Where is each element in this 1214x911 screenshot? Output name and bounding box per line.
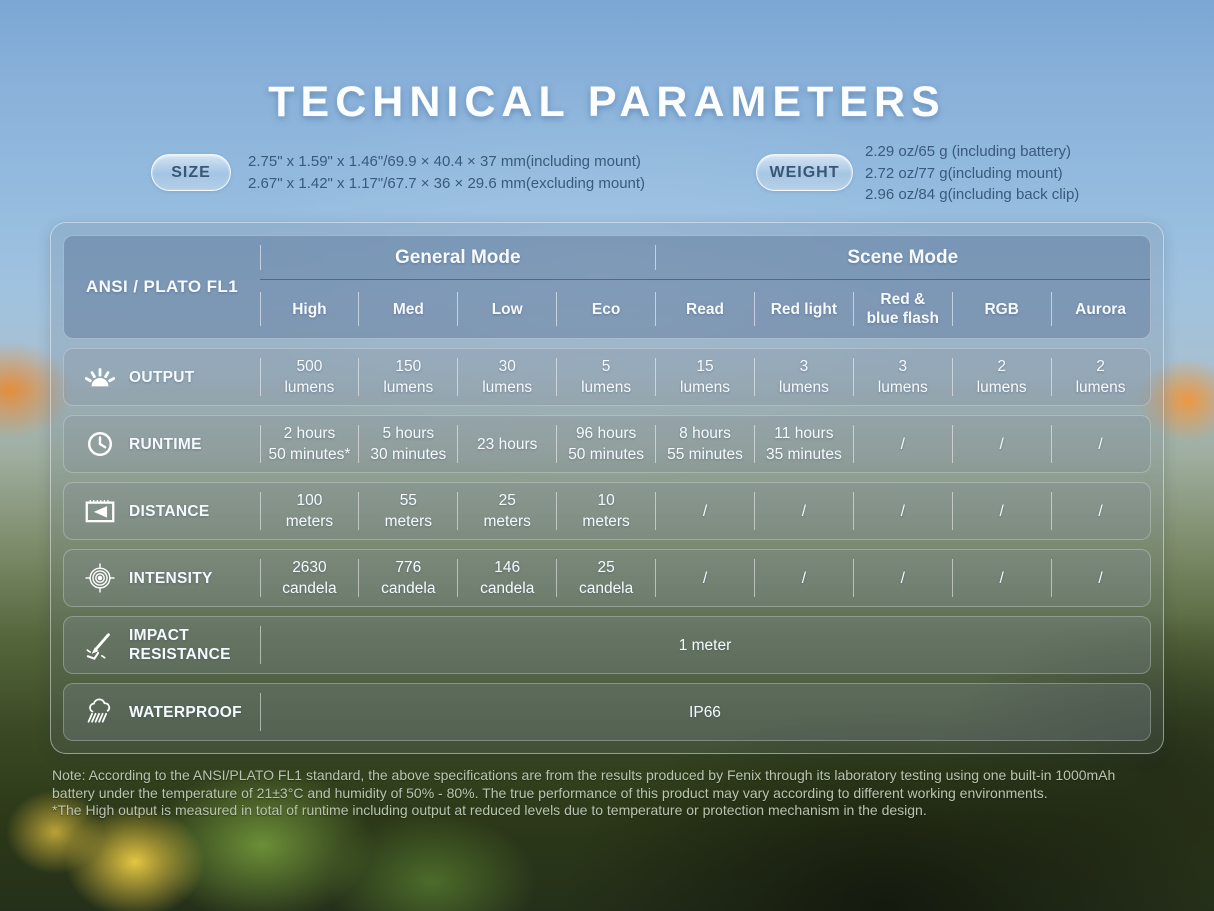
- cell-distance-eco: 10 meters: [556, 483, 656, 539]
- row-label-intensity-text: INTENSITY: [129, 569, 213, 587]
- column-header-high: High: [259, 280, 359, 338]
- cell-intensity-low: 146 candela: [457, 550, 557, 606]
- spec-table-header: ANSI / PLATO FL1 General Mode Scene Mode…: [63, 235, 1151, 339]
- rain-icon: [84, 696, 116, 728]
- row-label-impact-resistance-text: IMPACT RESISTANCE: [129, 627, 231, 663]
- cell-intensity-high: 2630 candela: [259, 550, 359, 606]
- weight-pill: WEIGHT: [756, 154, 853, 191]
- weight-line-1: 2.29 oz/65 g (including battery): [865, 143, 1071, 160]
- cell-output-red-light: 3 lumens: [753, 349, 853, 405]
- target-icon: [84, 562, 116, 594]
- row-label-impact-resistance: IMPACT RESISTANCE: [64, 617, 260, 673]
- cell-intensity-aurora: /: [1050, 550, 1150, 606]
- footnote-line-3: *The High output is measured in total of…: [52, 802, 927, 818]
- table-row-waterproof: WATERPROOF IP66: [63, 683, 1151, 741]
- cell-runtime-rgb: /: [951, 416, 1051, 472]
- column-header-read: Read: [655, 280, 755, 338]
- table-row-distance: DISTANCE 100 meters 55 meters 25 meters …: [63, 482, 1151, 540]
- scene-mode-header: Scene Mode: [655, 236, 1150, 280]
- cell-distance-low: 25 meters: [457, 483, 557, 539]
- cell-intensity-eco: 25 candela: [556, 550, 656, 606]
- cell-output-high: 500 lumens: [259, 349, 359, 405]
- cell-intensity-rgb: /: [951, 550, 1051, 606]
- cell-output-eco: 5 lumens: [556, 349, 656, 405]
- cell-runtime-low: 23 hours: [457, 416, 557, 472]
- cell-runtime-read: 8 hours 55 minutes: [655, 416, 755, 472]
- row-label-distance-text: DISTANCE: [129, 502, 210, 520]
- cell-output-read: 15 lumens: [655, 349, 755, 405]
- cell-distance-red-blue-flash: /: [852, 483, 952, 539]
- size-specs: 2.75" x 1.59" x 1.46"/69.9 × 40.4 × 37 m…: [248, 151, 645, 194]
- weight-line-3: 2.96 oz/84 g(including back clip): [865, 186, 1080, 203]
- footnote-line-1: Note: According to the ANSI/PLATO FL1 st…: [52, 767, 1116, 783]
- cell-waterproof-value: IP66: [259, 684, 1150, 740]
- cell-intensity-read: /: [655, 550, 755, 606]
- cell-distance-rgb: /: [951, 483, 1051, 539]
- sun-icon: [84, 361, 116, 393]
- impact-icon: [84, 629, 116, 661]
- row-label-runtime: RUNTIME: [64, 416, 260, 472]
- row-label-distance: DISTANCE: [64, 483, 260, 539]
- cell-intensity-red-blue-flash: /: [852, 550, 952, 606]
- general-mode-header: General Mode: [259, 236, 656, 280]
- cell-runtime-med: 5 hours 30 minutes: [358, 416, 458, 472]
- row-label-output-text: OUTPUT: [129, 368, 195, 386]
- spec-table: ANSI / PLATO FL1 General Mode Scene Mode…: [50, 222, 1164, 754]
- cell-distance-med: 55 meters: [358, 483, 458, 539]
- column-header-red-blue-flash: Red & blue flash: [852, 280, 952, 338]
- weight-pill-label: WEIGHT: [769, 163, 840, 181]
- size-pill-label: SIZE: [171, 163, 211, 181]
- cell-impact-resistance-value: 1 meter: [259, 617, 1150, 673]
- size-pill: SIZE: [151, 154, 231, 191]
- row-label-runtime-text: RUNTIME: [129, 435, 202, 453]
- page-title: TECHNICAL PARAMETERS: [268, 78, 946, 126]
- cell-runtime-high: 2 hours 50 minutes*: [259, 416, 359, 472]
- weight-specs: 2.29 oz/65 g (including battery) 2.72 oz…: [865, 141, 1079, 206]
- cell-intensity-med: 776 candela: [358, 550, 458, 606]
- cell-distance-red-light: /: [753, 483, 853, 539]
- column-header-aurora: Aurora: [1050, 280, 1150, 338]
- cell-runtime-aurora: /: [1050, 416, 1150, 472]
- cell-intensity-red-light: /: [753, 550, 853, 606]
- column-header-eco: Eco: [556, 280, 656, 338]
- column-header-rgb: RGB: [951, 280, 1051, 338]
- cell-runtime-red-light: 11 hours 35 minutes: [753, 416, 853, 472]
- cell-output-red-blue-flash: 3 lumens: [852, 349, 952, 405]
- row-label-waterproof: WATERPROOF: [64, 684, 260, 740]
- row-label-output: OUTPUT: [64, 349, 260, 405]
- row-label-waterproof-text: WATERPROOF: [129, 703, 242, 721]
- cell-distance-read: /: [655, 483, 755, 539]
- table-row-impact-resistance: IMPACT RESISTANCE 1 meter: [63, 616, 1151, 674]
- cell-distance-aurora: /: [1050, 483, 1150, 539]
- cell-runtime-red-blue-flash: /: [852, 416, 952, 472]
- column-header-low: Low: [457, 280, 557, 338]
- table-row-intensity: INTENSITY 2630 candela 776 candela 146 c…: [63, 549, 1151, 607]
- beam-icon: [84, 495, 116, 527]
- clock-icon: [84, 428, 116, 460]
- cell-output-low: 30 lumens: [457, 349, 557, 405]
- cell-output-aurora: 2 lumens: [1050, 349, 1150, 405]
- column-header-med: Med: [358, 280, 458, 338]
- size-line-2: 2.67" x 1.42" x 1.17"/67.7 × 36 × 29.6 m…: [248, 174, 646, 192]
- footnote-line-2: battery under the temperature of 21±3°C …: [52, 784, 1048, 801]
- standard-label: ANSI / PLATO FL1: [85, 277, 239, 296]
- table-row-runtime: RUNTIME 2 hours 50 minutes* 5 hours 30 m…: [63, 415, 1151, 473]
- cell-output-rgb: 2 lumens: [951, 349, 1051, 405]
- cell-runtime-eco: 96 hours 50 minutes: [556, 416, 656, 472]
- weight-line-2: 2.72 oz/77 g(including mount): [865, 164, 1063, 182]
- column-header-red-light: Red light: [753, 280, 853, 338]
- size-line-1: 2.75" x 1.59" x 1.46"/69.9 × 40.4 × 37 m…: [248, 153, 641, 170]
- row-label-intensity: INTENSITY: [64, 550, 260, 606]
- table-row-output: OUTPUT 500 lumens 150 lumens 30 lumens 5…: [63, 348, 1151, 406]
- cell-output-med: 150 lumens: [358, 349, 458, 405]
- footnote: Note: According to the ANSI/PLATO FL1 st…: [52, 767, 1174, 820]
- cell-distance-high: 100 meters: [259, 483, 359, 539]
